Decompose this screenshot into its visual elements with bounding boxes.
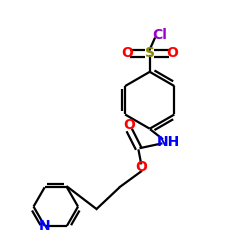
Text: O: O bbox=[166, 46, 178, 60]
Text: S: S bbox=[145, 46, 155, 60]
Text: O: O bbox=[135, 160, 147, 174]
Text: NH: NH bbox=[157, 135, 180, 149]
Text: N: N bbox=[39, 219, 50, 233]
Text: O: O bbox=[123, 118, 135, 132]
Text: O: O bbox=[122, 46, 134, 60]
Text: Cl: Cl bbox=[152, 28, 167, 42]
